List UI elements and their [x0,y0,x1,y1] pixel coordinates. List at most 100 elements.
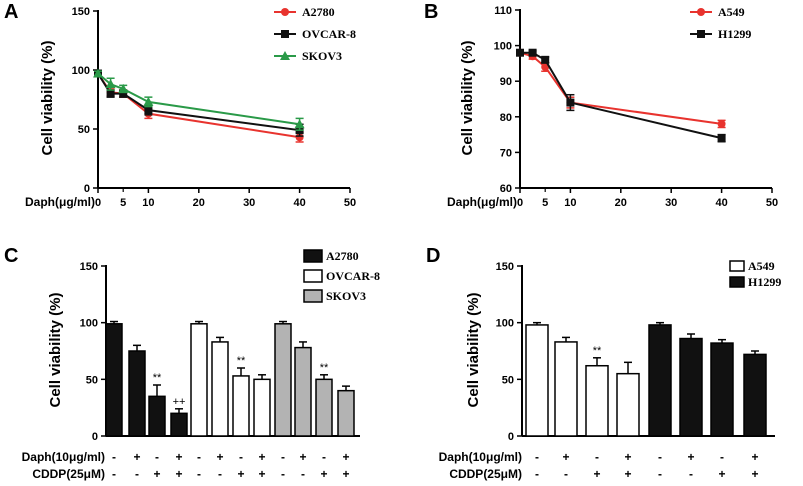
bar-ovcar-8 [253,378,271,437]
data-point [106,89,115,98]
bar-h1299 [710,342,734,437]
condition-sign: + [153,467,160,481]
condition-sign: - [658,450,662,464]
legend-swatch [303,269,323,283]
condition-sign: + [593,467,600,481]
condition-sign: - [564,467,568,481]
y-tick-label: 100 [80,318,98,330]
y-tick-label: 50 [502,374,514,386]
data-point [144,106,153,115]
data-point [528,48,537,57]
legend-label: A2780 [302,5,335,19]
data-point [295,133,304,142]
y-tick-label: 110 [494,5,512,17]
bar-skov3 [315,378,333,437]
condition-sign: + [751,467,758,481]
x-tick-label: 0 [517,197,523,209]
y-tick-label: 0 [84,183,90,195]
x-tick-label: 0 [95,197,101,209]
y-tick-label: 0 [92,431,98,443]
data-point [119,89,128,98]
condition-sign: - [658,467,662,481]
legend-label: A549 [748,259,775,273]
bar-a2780 [128,350,146,437]
condition-sign: + [718,467,725,481]
condition-sign: - [218,467,222,481]
condition-sign: - [535,450,539,464]
legend-swatch [303,289,323,303]
bar-a549 [585,364,609,437]
x-tick-label: 50 [766,197,778,209]
condition-sign: + [624,467,631,481]
bar-h1299 [648,324,672,437]
condition-sign: + [258,467,265,481]
x-tick-label: 40 [715,197,727,209]
legend-swatch [729,260,745,272]
x-tick-label: 30 [665,197,677,209]
significance-marker: ** [320,362,329,374]
x-tick-label: 50 [344,197,356,209]
legend-marker [280,51,290,60]
y-tick-label: 50 [86,374,98,386]
x-tick-label: 5 [542,197,548,209]
condition-sign: - [197,467,201,481]
condition-sign: - [301,467,305,481]
data-point [118,83,129,93]
data-point [717,119,726,128]
legend-label: SKOV3 [302,49,342,63]
y-axis-title: Cell viability (%) [459,40,476,155]
condition-sign: + [237,467,244,481]
condition-sign: + [342,450,349,464]
condition-sign: - [689,467,693,481]
bar-h1299 [743,353,767,437]
x-tick-label: 10 [142,197,154,209]
condition-sign: - [281,450,285,464]
significance-marker: ++ [173,396,186,408]
legend-label: OVCAR-8 [302,27,356,41]
y-tick-label: 90 [500,76,512,88]
bar-a549 [554,341,578,437]
x-tick-label: 40 [293,197,305,209]
data-point [143,96,154,106]
legend-label: SKOV3 [326,289,366,303]
panel-label: C [4,245,18,267]
condition-sign: - [112,450,116,464]
significance-marker: ** [593,345,602,357]
condition-sign: + [175,450,182,464]
condition-sign: + [751,450,758,464]
y-axis-title: Cell viability (%) [47,292,64,407]
y-tick-label: 150 [496,261,514,273]
bar-ovcar-8 [211,341,229,437]
condition-row-label: CDDP(25μM) [32,467,105,481]
y-tick-label: 0 [508,431,514,443]
condition-row-label: CDDP(25μM) [449,467,522,481]
condition-sign: + [299,450,306,464]
condition-sign: - [281,467,285,481]
condition-sign: - [155,450,159,464]
bar-skov3 [274,323,292,437]
bar-ovcar-8 [232,375,250,437]
data-point [105,79,116,89]
condition-sign: + [216,450,223,464]
legend-label: OVCAR-8 [326,269,380,283]
x-tick-label: 10 [564,197,576,209]
legend-label: A2780 [326,249,359,263]
bar-a549 [525,324,549,437]
series-line-a2780 [97,72,300,139]
y-tick-label: 100 [72,65,90,77]
condition-sign: + [320,467,327,481]
condition-sign: - [112,467,116,481]
series-line-h1299 [520,51,722,140]
legend-label: H1299 [718,27,751,41]
series-line-a549 [519,51,722,125]
x-axis-title: Daph(μg/ml) [447,195,517,209]
data-point [566,98,575,107]
panel-label: D [426,245,440,267]
y-tick-label: 80 [500,112,512,124]
condition-sign: + [133,450,140,464]
condition-sign: - [595,450,599,464]
legend-marker [281,30,289,38]
condition-sign: + [624,450,631,464]
condition-sign: + [687,450,694,464]
